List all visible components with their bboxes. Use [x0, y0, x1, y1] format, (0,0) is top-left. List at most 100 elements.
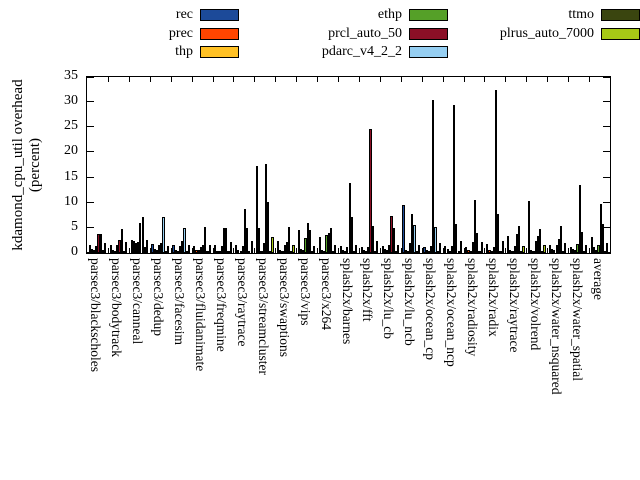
bar-prec-splash2x-radiosity — [467, 249, 470, 253]
x-tick-mark — [233, 248, 235, 253]
bar-thp-splash2x-water-nsquared — [553, 250, 556, 253]
x-tick-mark — [442, 77, 444, 82]
bar-pdarc_v4_2_2-splash2x-volrend — [538, 228, 542, 253]
bar-ttmo-splash2x-radix — [499, 251, 502, 253]
x-tick-label: splash2x/fft — [360, 258, 376, 322]
bar-plrus_auto_7000-parsec3-canneal — [145, 239, 149, 253]
bar-ttmo-splash2x-water-nsquared — [562, 251, 565, 253]
bar-prec-parsec3-fluidanimate — [195, 249, 198, 253]
bar-thp-splash2x-barnes — [344, 250, 347, 253]
bar-rec-parsec3-canneal — [130, 239, 133, 253]
x-tick-mark — [358, 77, 360, 82]
bar-plrus_auto_7000-splash2x-barnes — [355, 245, 358, 253]
bar-prcl_auto_50-parsec3-fluidanimate — [202, 245, 205, 253]
bar-pdarc_v4_2_2-parsec3-canneal — [141, 217, 144, 253]
bar-pdarc_v4_2_2-parsec3-streamcluster — [267, 202, 270, 253]
x-tick-mark — [505, 248, 507, 253]
y-tick-mark — [87, 77, 94, 78]
bar-pdarc_v4_2_2-splash2x-lu-ncb — [413, 224, 416, 253]
bar-ttmo-parsec3-dedup — [164, 250, 167, 253]
x-tick-mark — [568, 77, 570, 82]
bar-prcl_auto_50-parsec3-freqmine — [222, 228, 226, 253]
y-tick-mark — [603, 77, 610, 78]
y-tick-mark — [87, 201, 94, 203]
bar-prcl_auto_50-parsec3-facesim — [181, 241, 184, 253]
bar-ethp-parsec3-swaptions — [283, 244, 286, 253]
bar-ethp-splash2x-barnes — [346, 247, 349, 253]
bar-rec-splash2x-raytrace — [507, 236, 510, 253]
bar-thp-splash2x-volrend — [532, 250, 535, 253]
bar-plrus_auto_7000-splash2x-radiosity — [480, 242, 483, 253]
x-tick-label: splash2x/raytrace — [506, 258, 522, 353]
x-tick-mark — [400, 77, 402, 82]
bar-rec-splash2x-barnes — [339, 245, 342, 253]
bar-prcl_auto_50-parsec3-blackscholes — [97, 234, 100, 253]
x-tick-mark — [296, 77, 298, 82]
x-tick-mark — [212, 77, 214, 82]
y-tick-mark — [87, 126, 94, 128]
bar-prcl_auto_50-splash2x-ocean-ncp — [453, 105, 456, 253]
bar-pdarc_v4_2_2-splash2x-lu-cb — [392, 228, 395, 253]
x-tick-label: splash2x/water_spatial — [569, 258, 585, 381]
x-tick-label: parsec3/fluidanimate — [193, 258, 209, 372]
bar-pdarc_v4_2_2-splash2x-barnes — [350, 217, 353, 253]
bar-plrus_auto_7000-splash2x-raytrace — [522, 245, 525, 253]
x-tick-mark — [526, 77, 528, 82]
y-tick-mark — [603, 151, 610, 153]
bar-thp-splash2x-water-spatial — [574, 250, 577, 253]
bar-pdarc_v4_2_2-parsec3-bodytrack — [120, 228, 123, 253]
bar-ttmo-splash2x-barnes — [352, 251, 356, 253]
x-tick-mark — [547, 248, 549, 253]
bar-ethp-splash2x-lu-cb — [388, 245, 391, 253]
x-tick-mark — [463, 77, 465, 82]
y-tick-mark — [87, 176, 94, 178]
x-tick-mark — [589, 77, 591, 82]
bar-ethp-parsec3-dedup — [158, 245, 161, 253]
bar-ethp-splash2x-lu-ncb — [409, 243, 412, 253]
y-tick-label: 30 — [64, 93, 78, 109]
bar-prcl_auto_50-splash2x-radix — [494, 89, 498, 253]
x-tick-mark — [358, 248, 360, 253]
bar-thp-splash2x-lu-ncb — [406, 250, 410, 253]
bar-ethp-parsec3-freqmine — [220, 246, 223, 253]
bar-prec-parsec3-facesim — [174, 250, 177, 253]
x-tick-mark — [379, 248, 381, 253]
legend-swatch-thp — [200, 46, 239, 58]
legend-label-plrus_auto_7000: plrus_auto_7000 — [499, 26, 594, 41]
bar-prcl_auto_50-average — [599, 203, 602, 253]
bar-prcl_auto_50-parsec3-raytrace — [243, 208, 247, 253]
bar-pdarc_v4_2_2-splash2x-raytrace — [518, 226, 521, 253]
bar-prec-parsec3-swaptions — [279, 249, 282, 253]
bar-rec-parsec3-fluidanimate — [193, 245, 196, 253]
plot-area — [86, 76, 611, 254]
bar-thp-parsec3-blackscholes — [93, 249, 96, 253]
bar-thp-splash2x-radix — [490, 250, 493, 253]
bar-ttmo-parsec3-bodytrack — [122, 250, 125, 253]
bar-thp-splash2x-radiosity — [469, 250, 472, 253]
bar-plrus_auto_7000-parsec3-swaptions — [292, 245, 295, 253]
bar-plrus_auto_7000-splash2x-fft — [376, 241, 379, 253]
x-tick-label: splash2x/ocean_ncp — [444, 258, 460, 367]
y-tick-mark — [87, 101, 94, 103]
bar-pdarc_v4_2_2-splash2x-ocean-cp — [434, 227, 437, 253]
bar-rec-splash2x-ocean-ncp — [444, 245, 447, 253]
x-tick-mark — [463, 248, 465, 253]
bar-rec-splash2x-water-nsquared — [548, 245, 552, 253]
bar-prcl_auto_50-parsec3-bodytrack — [118, 240, 121, 253]
bar-ttmo-parsec3-facesim — [185, 251, 188, 253]
bar-prec-parsec3-vips — [300, 249, 303, 253]
bar-ttmo-splash2x-radiosity — [478, 251, 481, 253]
bar-plrus_auto_7000-splash2x-volrend — [543, 244, 546, 253]
bar-thp-parsec3-freqmine — [218, 250, 221, 253]
bar-prcl_auto_50-parsec3-swaptions — [285, 241, 288, 253]
bar-pdarc_v4_2_2-parsec3-fluidanimate — [204, 226, 207, 253]
x-tick-mark — [505, 77, 507, 82]
bar-prec-parsec3-raytrace — [237, 250, 240, 253]
bar-plrus_auto_7000-parsec3-streamcluster — [271, 237, 274, 253]
x-tick-label: parsec3/raytrace — [234, 258, 250, 347]
bar-prec-parsec3-bodytrack — [111, 249, 114, 253]
bar-ethp-splash2x-ocean-ncp — [450, 245, 454, 253]
bar-pdarc_v4_2_2-splash2x-radix — [497, 214, 500, 253]
x-tick-mark — [568, 248, 570, 253]
bar-thp-average — [595, 249, 598, 253]
